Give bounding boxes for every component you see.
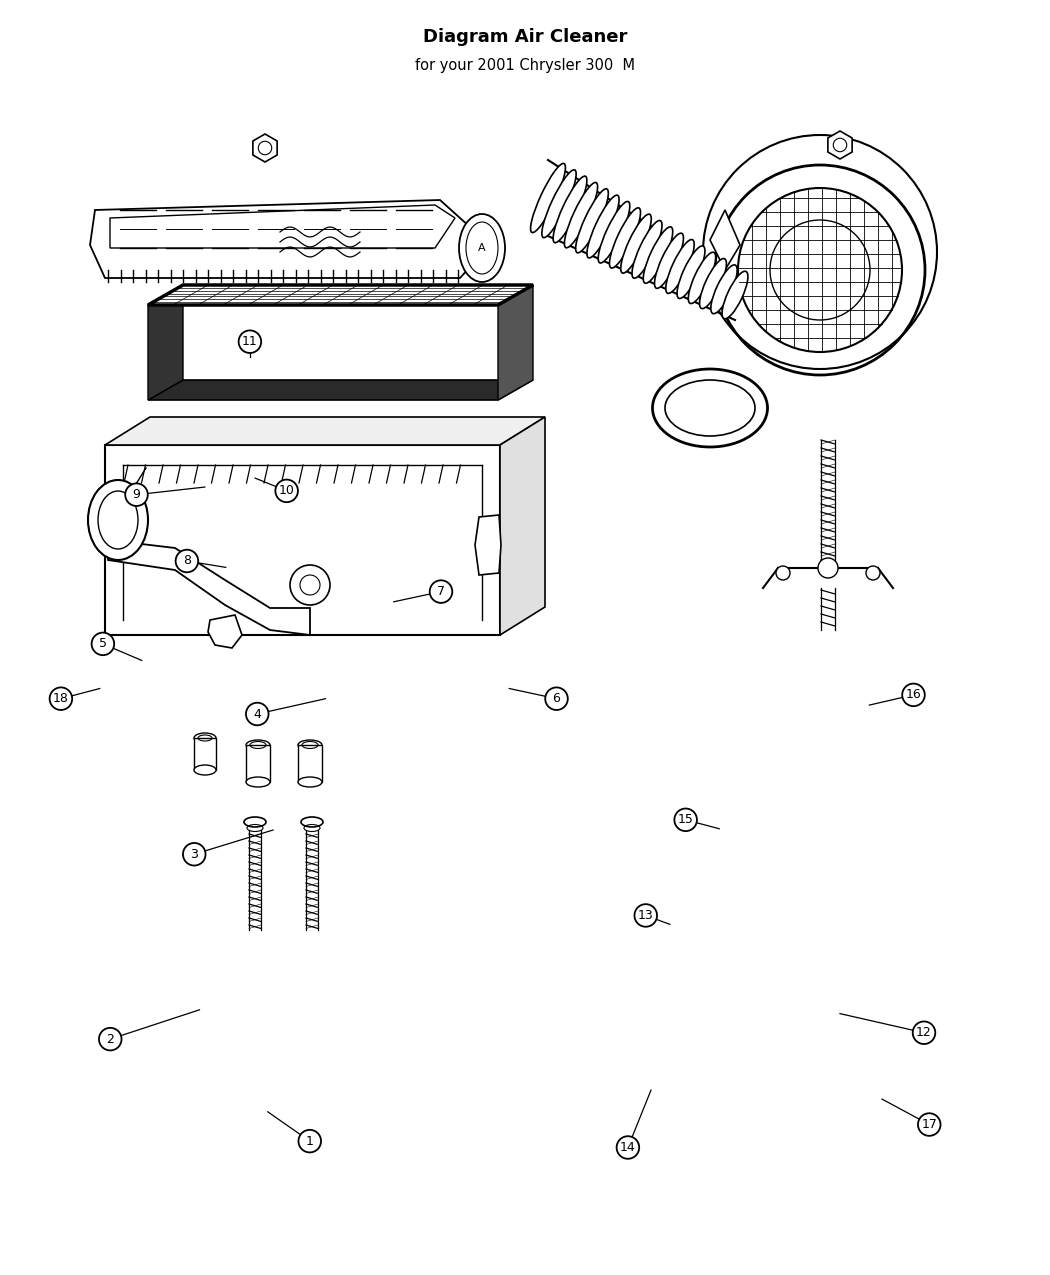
Circle shape: [634, 904, 657, 927]
Ellipse shape: [298, 740, 322, 750]
Text: A: A: [478, 244, 486, 252]
Polygon shape: [475, 515, 501, 575]
Ellipse shape: [666, 240, 694, 293]
Text: 1: 1: [306, 1135, 314, 1148]
Polygon shape: [710, 210, 740, 270]
Ellipse shape: [632, 221, 662, 278]
Ellipse shape: [542, 170, 576, 237]
Circle shape: [674, 808, 697, 831]
Polygon shape: [208, 615, 242, 648]
Circle shape: [238, 330, 261, 353]
Ellipse shape: [553, 176, 587, 242]
Text: 10: 10: [278, 484, 295, 497]
Text: Diagram Air Cleaner: Diagram Air Cleaner: [423, 28, 627, 46]
Polygon shape: [148, 286, 533, 305]
Text: 15: 15: [677, 813, 694, 826]
Text: 17: 17: [921, 1118, 938, 1131]
Polygon shape: [148, 286, 183, 400]
Ellipse shape: [587, 195, 620, 258]
Circle shape: [715, 164, 925, 375]
Circle shape: [125, 483, 148, 506]
Ellipse shape: [246, 740, 270, 750]
Circle shape: [918, 1113, 941, 1136]
Text: 18: 18: [52, 692, 69, 705]
Circle shape: [776, 566, 790, 580]
Ellipse shape: [459, 214, 505, 282]
Text: for your 2001 Chrysler 300  M: for your 2001 Chrysler 300 M: [415, 57, 635, 73]
Circle shape: [298, 1130, 321, 1153]
Ellipse shape: [711, 265, 737, 314]
Ellipse shape: [722, 272, 748, 319]
Ellipse shape: [298, 776, 322, 787]
Ellipse shape: [677, 246, 705, 298]
Polygon shape: [110, 205, 455, 249]
Circle shape: [902, 683, 925, 706]
Polygon shape: [105, 417, 545, 445]
Ellipse shape: [575, 189, 608, 252]
Polygon shape: [500, 417, 545, 635]
Bar: [194, 738, 216, 770]
Text: 9: 9: [132, 488, 141, 501]
Ellipse shape: [530, 163, 566, 232]
Circle shape: [183, 843, 206, 866]
Ellipse shape: [565, 182, 597, 247]
Circle shape: [866, 566, 880, 580]
Circle shape: [738, 187, 902, 352]
Circle shape: [770, 221, 870, 320]
Bar: [298, 745, 322, 782]
Circle shape: [175, 550, 198, 572]
Text: 3: 3: [190, 848, 198, 861]
Polygon shape: [105, 445, 500, 635]
Ellipse shape: [644, 227, 673, 283]
Polygon shape: [827, 131, 853, 159]
Text: 16: 16: [905, 688, 922, 701]
Text: 8: 8: [183, 555, 191, 567]
Text: 5: 5: [99, 638, 107, 650]
Bar: [246, 745, 270, 782]
Ellipse shape: [246, 776, 270, 787]
Ellipse shape: [609, 208, 640, 268]
Ellipse shape: [88, 479, 148, 560]
Ellipse shape: [598, 201, 630, 263]
Circle shape: [545, 687, 568, 710]
Ellipse shape: [689, 252, 716, 303]
Polygon shape: [108, 541, 310, 635]
Ellipse shape: [244, 817, 266, 827]
Polygon shape: [148, 380, 533, 400]
Circle shape: [818, 558, 838, 578]
Text: 4: 4: [253, 708, 261, 720]
Ellipse shape: [194, 765, 216, 775]
Ellipse shape: [654, 233, 684, 288]
Circle shape: [128, 484, 144, 500]
Circle shape: [290, 565, 330, 606]
Polygon shape: [253, 134, 277, 162]
Text: 7: 7: [437, 585, 445, 598]
Ellipse shape: [194, 733, 216, 743]
Polygon shape: [90, 200, 490, 278]
Circle shape: [246, 703, 269, 725]
Text: 11: 11: [242, 335, 257, 348]
Ellipse shape: [301, 817, 323, 827]
Text: 6: 6: [552, 692, 561, 705]
Circle shape: [616, 1136, 639, 1159]
Text: 13: 13: [638, 909, 653, 922]
Ellipse shape: [621, 214, 651, 273]
Text: 14: 14: [620, 1141, 635, 1154]
Polygon shape: [498, 286, 533, 400]
Circle shape: [99, 1028, 122, 1051]
Ellipse shape: [652, 368, 768, 448]
Circle shape: [429, 580, 453, 603]
Text: 2: 2: [106, 1033, 114, 1045]
Circle shape: [912, 1021, 936, 1044]
Ellipse shape: [699, 259, 727, 309]
Circle shape: [49, 687, 72, 710]
Text: 12: 12: [916, 1026, 932, 1039]
Circle shape: [275, 479, 298, 502]
Circle shape: [91, 632, 114, 655]
